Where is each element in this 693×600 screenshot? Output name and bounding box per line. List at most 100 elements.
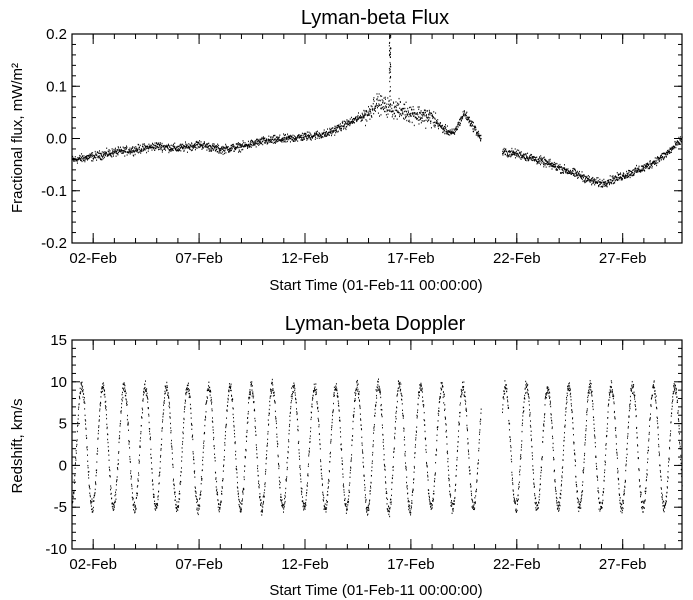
doppler-point bbox=[127, 423, 129, 425]
doppler-point bbox=[323, 500, 325, 502]
doppler-point bbox=[510, 445, 512, 447]
flux-point bbox=[223, 150, 225, 152]
flux-point bbox=[344, 127, 346, 130]
flux-point bbox=[308, 135, 310, 138]
flux-point bbox=[149, 146, 151, 148]
flux-point bbox=[445, 130, 447, 133]
y-tick-label: -0.1 bbox=[41, 183, 67, 200]
flux-point bbox=[304, 133, 306, 135]
doppler-point bbox=[219, 506, 221, 509]
doppler-point bbox=[534, 494, 536, 497]
doppler-point bbox=[543, 425, 545, 427]
doppler-point bbox=[542, 441, 544, 443]
flux-point bbox=[657, 162, 659, 164]
doppler-point bbox=[151, 468, 153, 470]
flux-point bbox=[228, 148, 230, 151]
flux-point bbox=[426, 116, 428, 119]
flux-point bbox=[218, 147, 220, 150]
doppler-point bbox=[508, 429, 510, 431]
flux-point bbox=[592, 176, 594, 179]
flux-point bbox=[125, 145, 127, 147]
doppler-point bbox=[98, 425, 100, 427]
doppler-point bbox=[75, 449, 77, 452]
flux-point bbox=[661, 156, 663, 159]
doppler-point bbox=[539, 493, 541, 496]
flux-point bbox=[362, 113, 364, 116]
doppler-point bbox=[518, 481, 520, 483]
flux-point bbox=[638, 168, 640, 171]
doppler-point bbox=[77, 424, 79, 426]
flux-spike-point bbox=[389, 95, 391, 97]
flux-point bbox=[605, 185, 607, 187]
doppler-point bbox=[144, 380, 146, 382]
doppler-point bbox=[229, 385, 231, 387]
flux-point bbox=[76, 159, 78, 161]
flux-point bbox=[188, 146, 190, 148]
doppler-point bbox=[342, 476, 344, 478]
flux-point bbox=[574, 175, 575, 177]
flux-point bbox=[624, 176, 626, 178]
doppler-point bbox=[373, 427, 375, 429]
doppler-point bbox=[210, 396, 212, 399]
flux-point bbox=[617, 173, 619, 175]
doppler-point bbox=[89, 486, 90, 488]
doppler-point bbox=[163, 409, 165, 411]
flux-point bbox=[678, 143, 680, 145]
doppler-point bbox=[549, 400, 551, 402]
flux-point bbox=[445, 126, 447, 129]
flux-point bbox=[442, 129, 444, 131]
doppler-point bbox=[176, 501, 178, 503]
flux-point bbox=[298, 135, 300, 137]
flux-point bbox=[459, 124, 461, 126]
flux-point bbox=[391, 111, 392, 113]
flux-point bbox=[212, 143, 214, 145]
flux-point bbox=[453, 132, 455, 135]
flux-point bbox=[446, 133, 448, 135]
flux-point bbox=[670, 148, 671, 150]
flux-point bbox=[282, 136, 284, 139]
flux-point bbox=[565, 170, 567, 172]
doppler-point bbox=[421, 385, 423, 387]
doppler-point bbox=[257, 470, 259, 472]
doppler-point bbox=[553, 458, 555, 460]
doppler-point bbox=[396, 394, 398, 396]
doppler-point bbox=[283, 506, 285, 508]
doppler-point bbox=[197, 512, 199, 514]
flux-point bbox=[539, 160, 541, 163]
flux-point bbox=[465, 112, 467, 115]
doppler-point bbox=[469, 469, 471, 471]
doppler-point bbox=[329, 452, 331, 455]
flux-point bbox=[281, 137, 283, 140]
doppler-point bbox=[336, 395, 338, 398]
flux-point bbox=[185, 143, 187, 145]
flux-point bbox=[285, 137, 287, 140]
flux-point bbox=[209, 144, 211, 147]
flux-point bbox=[322, 133, 324, 135]
doppler-point bbox=[304, 502, 305, 505]
doppler-point bbox=[253, 401, 255, 404]
flux-point bbox=[508, 150, 510, 153]
doppler-point bbox=[450, 501, 452, 504]
doppler-point bbox=[408, 507, 410, 509]
flux-point bbox=[389, 106, 391, 108]
flux-point bbox=[332, 131, 334, 133]
doppler-point bbox=[223, 456, 225, 458]
doppler-point bbox=[512, 489, 514, 491]
flux-point bbox=[620, 172, 621, 174]
flux-point bbox=[101, 158, 103, 161]
flux-point bbox=[634, 170, 636, 172]
doppler-point bbox=[526, 384, 528, 387]
doppler-point bbox=[120, 420, 122, 422]
doppler-point bbox=[131, 487, 133, 490]
flux-point bbox=[475, 128, 477, 131]
flux-point bbox=[354, 117, 356, 120]
doppler-point bbox=[432, 497, 434, 500]
flux-point bbox=[125, 151, 127, 153]
flux-point bbox=[110, 155, 112, 157]
doppler-point bbox=[472, 501, 474, 503]
flux-point bbox=[120, 149, 122, 152]
flux-point bbox=[572, 170, 574, 172]
doppler-point bbox=[380, 403, 382, 406]
flux-point bbox=[155, 145, 157, 147]
doppler-point bbox=[395, 410, 397, 413]
